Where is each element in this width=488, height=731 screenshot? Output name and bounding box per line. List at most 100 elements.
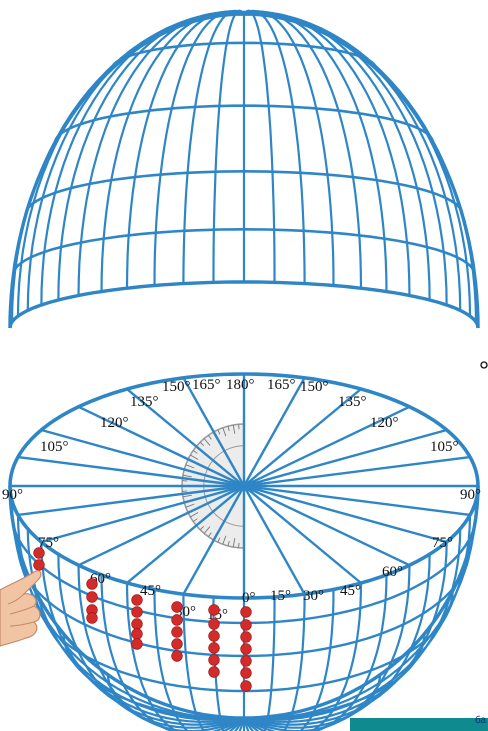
- protractor-tick: [227, 425, 230, 432]
- rim-spoke: [242, 485, 306, 595]
- dome-meridian-line: [243, 9, 276, 283]
- rim-spoke: [243, 388, 362, 487]
- red-marker-dot: [86, 578, 98, 590]
- red-marker-dot: [240, 655, 252, 667]
- red-marker-dot: [208, 618, 220, 630]
- protractor-tick: [185, 503, 195, 508]
- rim-spoke: [182, 485, 246, 595]
- degree-label: 45°: [140, 583, 161, 599]
- protractor-tick: [208, 434, 212, 440]
- degree-label: 165°: [267, 377, 296, 393]
- dome-meridian-line: [243, 10, 335, 286]
- degree-label: 30°: [303, 588, 324, 604]
- red-marker-dot: [131, 618, 143, 630]
- red-marker-dot: [208, 642, 220, 654]
- corner-tag: ба: [350, 715, 488, 731]
- pointing-hand-icon: [0, 570, 42, 647]
- protractor-tick: [203, 438, 211, 446]
- red-marker-dot: [240, 667, 252, 679]
- protractor-tick: [192, 450, 198, 454]
- degree-label: 75°: [432, 535, 453, 551]
- rim-spoke: [243, 484, 410, 567]
- upper-hemisphere-shell: [8, 9, 480, 329]
- rim-spoke: [126, 388, 245, 487]
- red-marker-dot: [33, 547, 45, 559]
- red-marker-dot: [131, 638, 143, 650]
- degree-label: 150°: [162, 379, 191, 395]
- rim-spoke: [243, 485, 362, 584]
- protractor-tick: [227, 540, 230, 547]
- red-marker-dot: [208, 666, 220, 678]
- bowl-meridian-line: [243, 594, 306, 731]
- red-markers: [33, 547, 252, 692]
- red-marker-dot: [171, 638, 183, 650]
- red-marker-dot: [208, 630, 220, 642]
- red-marker-dot: [208, 604, 220, 616]
- protractor-tick: [185, 464, 195, 469]
- red-marker-dot: [171, 601, 183, 613]
- protractor-tick: [208, 532, 212, 538]
- corner-tag-text: ба: [474, 715, 486, 726]
- protractor-tick: [217, 429, 221, 435]
- protractor-tick: [190, 454, 199, 460]
- rim-spoke: [78, 484, 245, 567]
- degree-label: 0°: [242, 590, 256, 606]
- dome-meridian-line: [243, 10, 363, 289]
- degree-labels: 120°135°150° 165° 180° 165° 150°135°120°105°…: [2, 377, 481, 623]
- protractor-tick: [182, 474, 192, 478]
- degree-label: 135°: [338, 394, 367, 410]
- red-marker-dot: [208, 654, 220, 666]
- rim-spoke: [243, 455, 471, 488]
- rim-spoke: [41, 484, 245, 544]
- protractor-tick: [222, 535, 227, 545]
- dome-meridian-line: [243, 11, 411, 296]
- degree-label: 120°: [370, 415, 399, 431]
- rim-spoke: [126, 485, 245, 584]
- bowl-meridian-line: [242, 597, 276, 731]
- bowl-meridian-line: [243, 589, 335, 731]
- bowl-meridian-line: [243, 582, 363, 731]
- degree-label: 180°: [226, 377, 255, 393]
- degree-label: 75°: [38, 535, 59, 551]
- dome-meridian-line: [153, 10, 245, 286]
- protractor-tick: [217, 537, 221, 543]
- red-marker-dot: [131, 606, 143, 618]
- degree-mark-circle: [480, 361, 488, 369]
- protractor-tick: [190, 512, 199, 518]
- protractor-tick: [232, 424, 236, 434]
- red-marker-dot: [33, 559, 45, 571]
- red-marker-dot: [86, 612, 98, 624]
- dome-rim: [8, 280, 480, 329]
- degree-label: 135°: [130, 394, 159, 410]
- degree-label: 105°: [430, 439, 459, 455]
- degree-label: 60°: [382, 564, 403, 580]
- degree-label: 90°: [2, 487, 23, 503]
- red-marker-dot: [240, 619, 252, 631]
- degree-label: 120°: [100, 415, 129, 431]
- finger-creases: [7, 593, 35, 627]
- dome-meridian-line: [212, 9, 245, 283]
- degree-label: 90°: [460, 487, 481, 503]
- red-marker-dot: [240, 680, 252, 692]
- rim-spoke: [243, 428, 447, 488]
- rim-spoke: [17, 484, 245, 517]
- hand-shape: [0, 570, 42, 647]
- red-marker-dot: [240, 643, 252, 655]
- rim-spoke: [243, 484, 471, 517]
- rim-spoke: [17, 455, 245, 488]
- dome-meridian-line: [243, 12, 472, 317]
- lower-hemisphere-bowl: [8, 372, 480, 731]
- dome-meridian-line: [243, 10, 388, 292]
- degree-label: 105°: [40, 439, 69, 455]
- degree-mark: [480, 361, 488, 369]
- red-marker-dot: [171, 626, 183, 638]
- rim-spoke: [242, 377, 306, 487]
- rim-spokes: [10, 374, 478, 598]
- red-marker-dot: [240, 606, 252, 618]
- red-marker-dot: [171, 650, 183, 662]
- red-marker-dot: [240, 631, 252, 643]
- protractor-tick: [199, 525, 205, 531]
- degree-label: 45°: [340, 583, 361, 599]
- bowl-outline: [8, 485, 480, 720]
- red-marker-dot: [86, 591, 98, 603]
